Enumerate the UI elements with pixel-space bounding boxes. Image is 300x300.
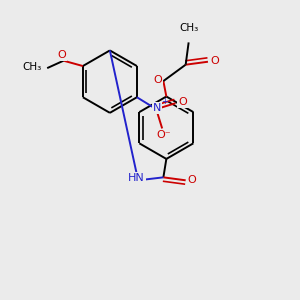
Text: CH₃: CH₃ (22, 61, 41, 72)
Text: CH₃: CH₃ (179, 23, 198, 34)
Text: O: O (178, 97, 187, 107)
Text: N: N (153, 103, 162, 113)
Text: O: O (154, 75, 162, 85)
Text: O: O (58, 50, 66, 60)
Text: +: + (161, 97, 168, 106)
Text: O: O (188, 175, 197, 185)
Text: HN: HN (128, 172, 145, 183)
Text: O: O (210, 56, 219, 66)
Text: O⁻: O⁻ (156, 130, 171, 140)
